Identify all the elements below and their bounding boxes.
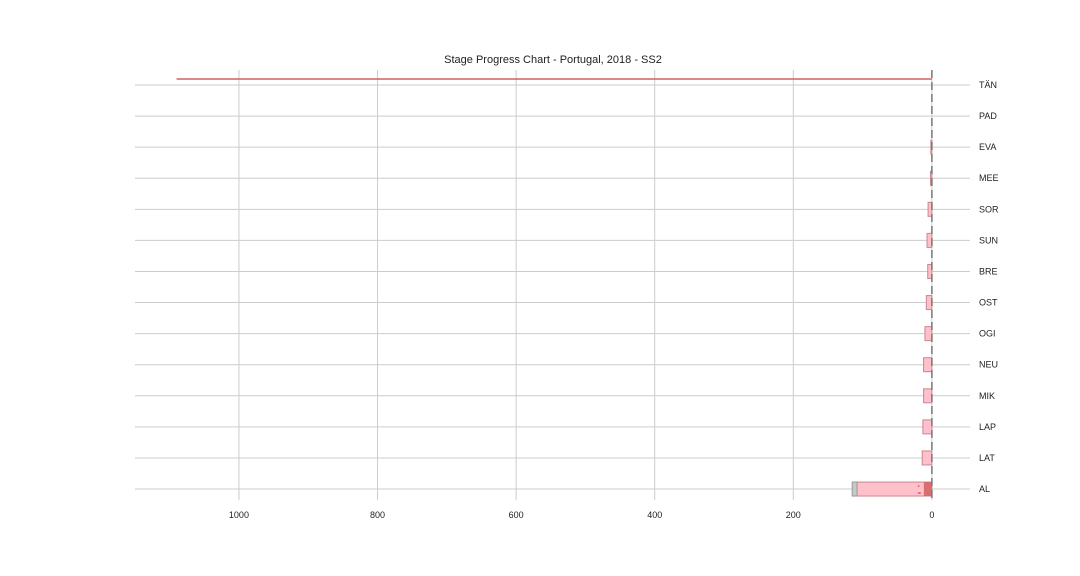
- category-label: LAP: [979, 422, 996, 432]
- category-label: BRE: [979, 266, 998, 276]
- category-label: TÄN: [979, 80, 997, 90]
- bars: [176, 78, 933, 497]
- x-tick-label: 0: [929, 510, 934, 520]
- chart-title: Stage Progress Chart - Portugal, 2018 - …: [444, 54, 662, 66]
- x-tick-label: 1000: [229, 510, 249, 520]
- category-label: OGI: [979, 329, 996, 339]
- bar-segment: [923, 357, 933, 373]
- bar-segment: [856, 481, 933, 497]
- bar-segment: [921, 450, 933, 466]
- grid: [135, 70, 970, 500]
- bar-segment: [925, 295, 933, 311]
- category-label: SOR: [979, 204, 999, 214]
- category-label: NEU: [979, 360, 998, 370]
- category-label: PAD: [979, 111, 997, 121]
- category-label: AL: [979, 484, 990, 494]
- x-tick-label: 800: [370, 510, 385, 520]
- bar-segment: [923, 388, 933, 404]
- category-label: MEE: [979, 173, 999, 183]
- x-tick-label: 600: [509, 510, 524, 520]
- bar-segment: [927, 263, 933, 279]
- category-label: SUN: [979, 235, 998, 245]
- bar-segment: [851, 481, 858, 497]
- category-label: MIK: [979, 391, 995, 401]
- bar-segment: [922, 419, 933, 435]
- category-label: EVA: [979, 142, 996, 152]
- category-labels: TÄN PAD EVA MEE SOR SUN BRE OST OGI NEU MIK LAP LAT A…: [979, 80, 999, 494]
- x-tick-labels: 1000 800 600 400 200 0: [229, 510, 934, 520]
- bar-segment: [924, 326, 933, 342]
- x-tick-label: 400: [647, 510, 662, 520]
- category-label: LAT: [979, 453, 995, 463]
- bar-accent: [923, 482, 932, 497]
- category-label: OST: [979, 298, 998, 308]
- x-tick-label: 200: [786, 510, 801, 520]
